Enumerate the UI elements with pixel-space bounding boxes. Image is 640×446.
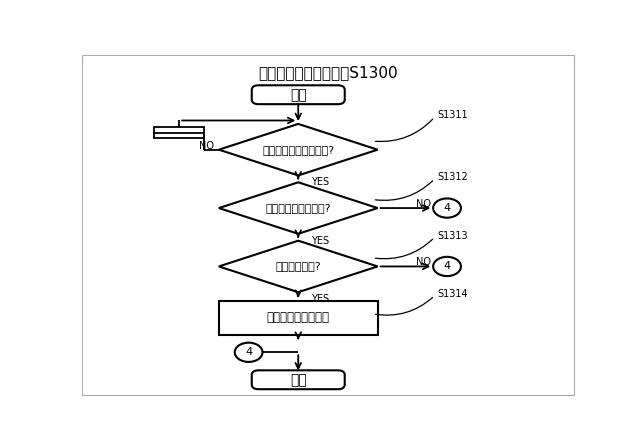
Text: NO: NO — [199, 140, 214, 151]
Text: NO: NO — [415, 257, 431, 267]
FancyBboxPatch shape — [252, 370, 345, 389]
Text: 充電制御素子をオン: 充電制御素子をオン — [267, 311, 330, 324]
Text: モータ駆動装置に接続?: モータ駆動装置に接続? — [262, 145, 334, 155]
Text: 充電制御素子オン処理S1300: 充電制御素子オン処理S1300 — [258, 66, 398, 81]
Text: S1311: S1311 — [437, 110, 468, 120]
Polygon shape — [219, 124, 378, 175]
Text: NO: NO — [415, 199, 431, 209]
Polygon shape — [219, 241, 378, 292]
Text: YES: YES — [310, 178, 329, 187]
Bar — [154, 128, 204, 138]
Text: S1313: S1313 — [437, 231, 468, 240]
Text: YES: YES — [310, 235, 329, 246]
Circle shape — [235, 343, 262, 362]
Text: 開始: 開始 — [290, 88, 307, 102]
FancyBboxPatch shape — [252, 85, 345, 104]
Text: S1314: S1314 — [437, 289, 468, 299]
Text: 終了: 終了 — [290, 373, 307, 387]
Text: S1312: S1312 — [437, 172, 468, 182]
Text: 充電可能状態?: 充電可能状態? — [275, 261, 321, 272]
Text: 4: 4 — [245, 347, 252, 357]
Circle shape — [433, 198, 461, 218]
Bar — [219, 301, 378, 335]
Text: 充電制御素子はオフ?: 充電制御素子はオフ? — [266, 203, 331, 213]
Text: 4: 4 — [444, 203, 451, 213]
Circle shape — [433, 257, 461, 276]
Polygon shape — [219, 182, 378, 234]
Text: 4: 4 — [444, 261, 451, 272]
Text: YES: YES — [310, 294, 329, 304]
